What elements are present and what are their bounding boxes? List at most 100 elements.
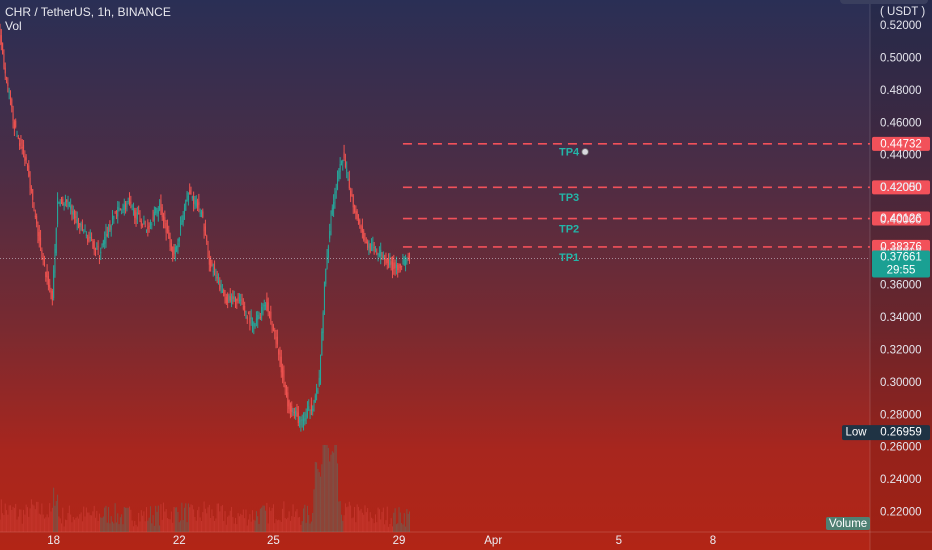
candle-body	[397, 264, 399, 270]
candle-body	[157, 210, 159, 214]
volume-bar	[198, 506, 200, 532]
volume-bar	[398, 507, 400, 532]
candle-body	[289, 403, 291, 412]
volume-bar	[397, 523, 399, 532]
volume-indicator-label[interactable]: Vol	[5, 19, 22, 33]
volume-bar	[367, 508, 369, 532]
volume-bar	[214, 520, 216, 532]
candle-body	[231, 296, 233, 305]
volume-bar	[318, 472, 320, 532]
volume-bar	[109, 523, 111, 532]
candle-body	[47, 275, 49, 287]
candle-body	[221, 290, 223, 294]
volume-bar	[83, 506, 85, 532]
volume-bar	[269, 507, 271, 532]
candle-body	[202, 211, 204, 218]
candle-body	[3, 54, 5, 68]
volume-bar	[310, 521, 312, 532]
volume-bar	[265, 510, 267, 532]
candle-body	[16, 135, 18, 137]
volume-bar	[313, 489, 315, 532]
candle-body	[147, 227, 149, 230]
candle-body	[185, 199, 187, 211]
candle-body	[283, 370, 285, 381]
target-level-badge	[872, 180, 930, 195]
candle-body	[156, 210, 158, 215]
candle-body	[301, 419, 303, 421]
volume-bar	[215, 518, 217, 532]
volume-bar	[300, 524, 302, 532]
candle-body	[159, 204, 161, 211]
candle-body	[360, 225, 362, 232]
volume-bar	[7, 514, 9, 532]
candle-body	[168, 230, 170, 239]
volume-bar	[160, 504, 162, 532]
volume-bar	[393, 512, 395, 532]
volume-bar	[29, 508, 31, 532]
target-level-price: 0.42050	[880, 182, 922, 194]
volume-bar	[139, 521, 141, 532]
volume-bar	[312, 512, 314, 532]
volume-bar	[248, 519, 250, 532]
volume-bar	[135, 524, 137, 532]
candle-body	[398, 267, 400, 271]
candle-body	[241, 300, 243, 305]
candle-body	[58, 202, 60, 204]
candle-body	[236, 298, 238, 302]
candle-body	[262, 309, 264, 314]
volume-bar	[85, 507, 87, 532]
volume-bar	[275, 519, 277, 532]
volume-bar	[206, 513, 208, 532]
candle-body	[80, 224, 82, 226]
target-label-tp3: TP3	[559, 192, 579, 204]
candle-body	[74, 209, 76, 219]
candle-body	[246, 316, 248, 320]
candle-body	[203, 223, 205, 232]
volume-bar	[292, 504, 294, 532]
candle-body	[326, 256, 328, 269]
candle-body	[228, 294, 230, 302]
candle-body	[329, 231, 331, 239]
volume-bar	[223, 520, 225, 532]
candle-body	[402, 260, 404, 262]
volume-bar	[251, 510, 253, 532]
volume-bar	[101, 517, 103, 532]
candle-body	[140, 220, 142, 226]
candle-body	[24, 156, 26, 161]
volume-bar	[272, 504, 274, 532]
candle-body	[359, 219, 361, 224]
volume-bar	[174, 507, 176, 532]
volume-bar	[403, 513, 405, 532]
candle-body	[64, 201, 66, 203]
volume-bar	[288, 511, 290, 532]
candle-body	[314, 395, 316, 403]
candle-body	[214, 267, 216, 270]
candle-body	[212, 271, 214, 273]
candle-body	[280, 356, 282, 373]
volume-bar	[163, 502, 165, 532]
volume-bar	[402, 524, 404, 532]
candle-body	[70, 205, 72, 209]
volume-bar	[28, 516, 30, 532]
volume-bar	[54, 505, 56, 532]
candle-body	[19, 143, 21, 147]
candle-body	[335, 191, 337, 193]
volume-bar	[360, 508, 362, 532]
candle-body	[8, 91, 10, 93]
volume-bar	[187, 503, 189, 532]
volume-bar	[200, 521, 202, 532]
y-tick-label: 0.22000	[880, 507, 922, 519]
settings-button[interactable]	[840, 0, 928, 4]
candle-body	[304, 418, 306, 422]
volume-bar	[372, 518, 374, 532]
candle-body	[323, 281, 325, 309]
candle-body	[55, 228, 57, 254]
volume-bar	[343, 515, 345, 532]
candle-body	[155, 207, 157, 214]
volume-bar	[225, 524, 227, 532]
volume-bar	[340, 514, 342, 532]
candle-body	[338, 171, 340, 179]
x-tick-label: 22	[173, 535, 186, 547]
candle-body	[21, 146, 23, 149]
